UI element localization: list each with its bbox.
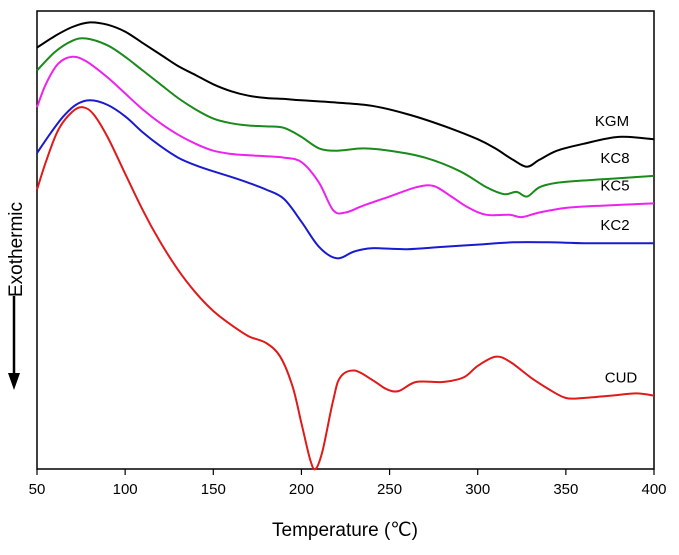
x-tick-label: 300	[465, 481, 490, 498]
x-ticks: 50 100 150 200 250 300 350 400	[29, 469, 667, 498]
curves	[36, 21, 655, 471]
series-line-kc5	[36, 55, 655, 219]
y-axis-title-group: Exothermic	[6, 202, 27, 390]
exothermic-arrow-icon	[8, 296, 20, 390]
series-line-kc8	[36, 37, 655, 198]
x-tick-label: 400	[641, 481, 666, 498]
series-line-kgm	[36, 21, 655, 168]
x-tick-label: 100	[113, 481, 138, 498]
series-label-kgm: KGM	[595, 113, 629, 130]
series-line-cud	[36, 106, 655, 471]
x-tick-label: 200	[289, 481, 314, 498]
plot-frame	[36, 10, 655, 470]
x-tick-label: 150	[201, 481, 226, 498]
y-axis-title: Exothermic	[6, 202, 27, 297]
series-label-cud: CUD	[605, 370, 638, 387]
x-axis-title: Temperature (℃)	[272, 520, 418, 541]
series-label-kc5: KC5	[600, 177, 629, 194]
x-tick-label: 350	[553, 481, 578, 498]
series-labels: KGM KC8 KC5 KC2 CUD	[595, 113, 638, 386]
series-label-kc2: KC2	[600, 217, 629, 234]
series-label-kc8: KC8	[600, 150, 629, 167]
x-tick-label: 250	[377, 481, 402, 498]
x-tick-label: 50	[29, 481, 46, 498]
series-line-kc2	[36, 99, 654, 260]
